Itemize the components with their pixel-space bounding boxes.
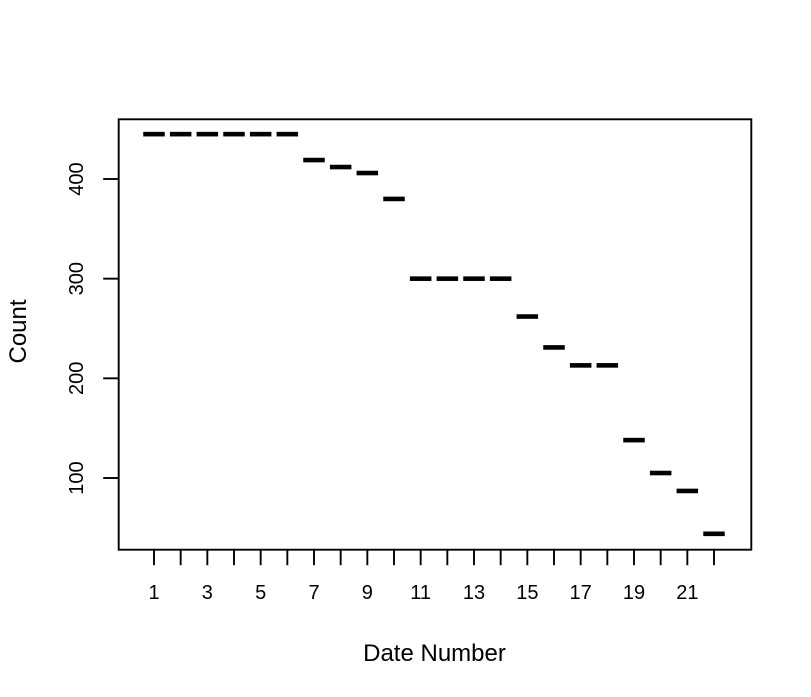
- data-point-dash: [676, 488, 699, 494]
- data-point-dash: [143, 131, 165, 137]
- x-tick-label: 5: [255, 582, 266, 604]
- data-point-dash: [303, 157, 325, 163]
- x-tick-label: 3: [202, 582, 213, 604]
- data-point-dash: [409, 276, 432, 281]
- x-axis-title: Date Number: [363, 640, 506, 667]
- data-point-dash: [169, 131, 192, 137]
- data-point-dash: [703, 531, 725, 537]
- data-point-dash: [223, 131, 245, 137]
- data-point-dash: [276, 131, 299, 137]
- data-point-dash: [356, 170, 379, 176]
- x-tick-label: 13: [463, 582, 485, 604]
- data-point-dash: [249, 131, 272, 137]
- data-point-dash: [543, 345, 565, 350]
- data-point-dash: [463, 276, 485, 281]
- x-tick-label: 9: [362, 582, 373, 604]
- x-tick-label: 17: [570, 582, 592, 604]
- data-point-dash: [516, 314, 539, 319]
- x-tick-label: 19: [623, 582, 645, 604]
- x-tick-label: 1: [148, 582, 159, 604]
- x-tick-label: 7: [308, 582, 319, 604]
- data-point-dash: [329, 164, 352, 170]
- data-point-dash: [196, 131, 219, 137]
- data-point-dash: [596, 363, 619, 368]
- plot-border: [117, 118, 753, 551]
- data-point-dash: [489, 276, 512, 281]
- y-tick-label: 300: [66, 262, 88, 295]
- y-tick-label: 100: [66, 461, 88, 494]
- data-point-dash: [623, 437, 645, 443]
- x-tick-label: 21: [676, 582, 698, 604]
- data-point-dash: [436, 276, 459, 281]
- x-tick-label: 11: [410, 582, 431, 604]
- y-tick-label: 200: [66, 362, 88, 395]
- data-point-dash: [383, 196, 405, 202]
- data-point-dash: [569, 363, 592, 368]
- data-point-dash: [649, 470, 672, 476]
- y-tick-label: 400: [66, 162, 88, 195]
- x-tick-label: 15: [516, 582, 538, 604]
- y-axis-title: Count: [5, 299, 32, 363]
